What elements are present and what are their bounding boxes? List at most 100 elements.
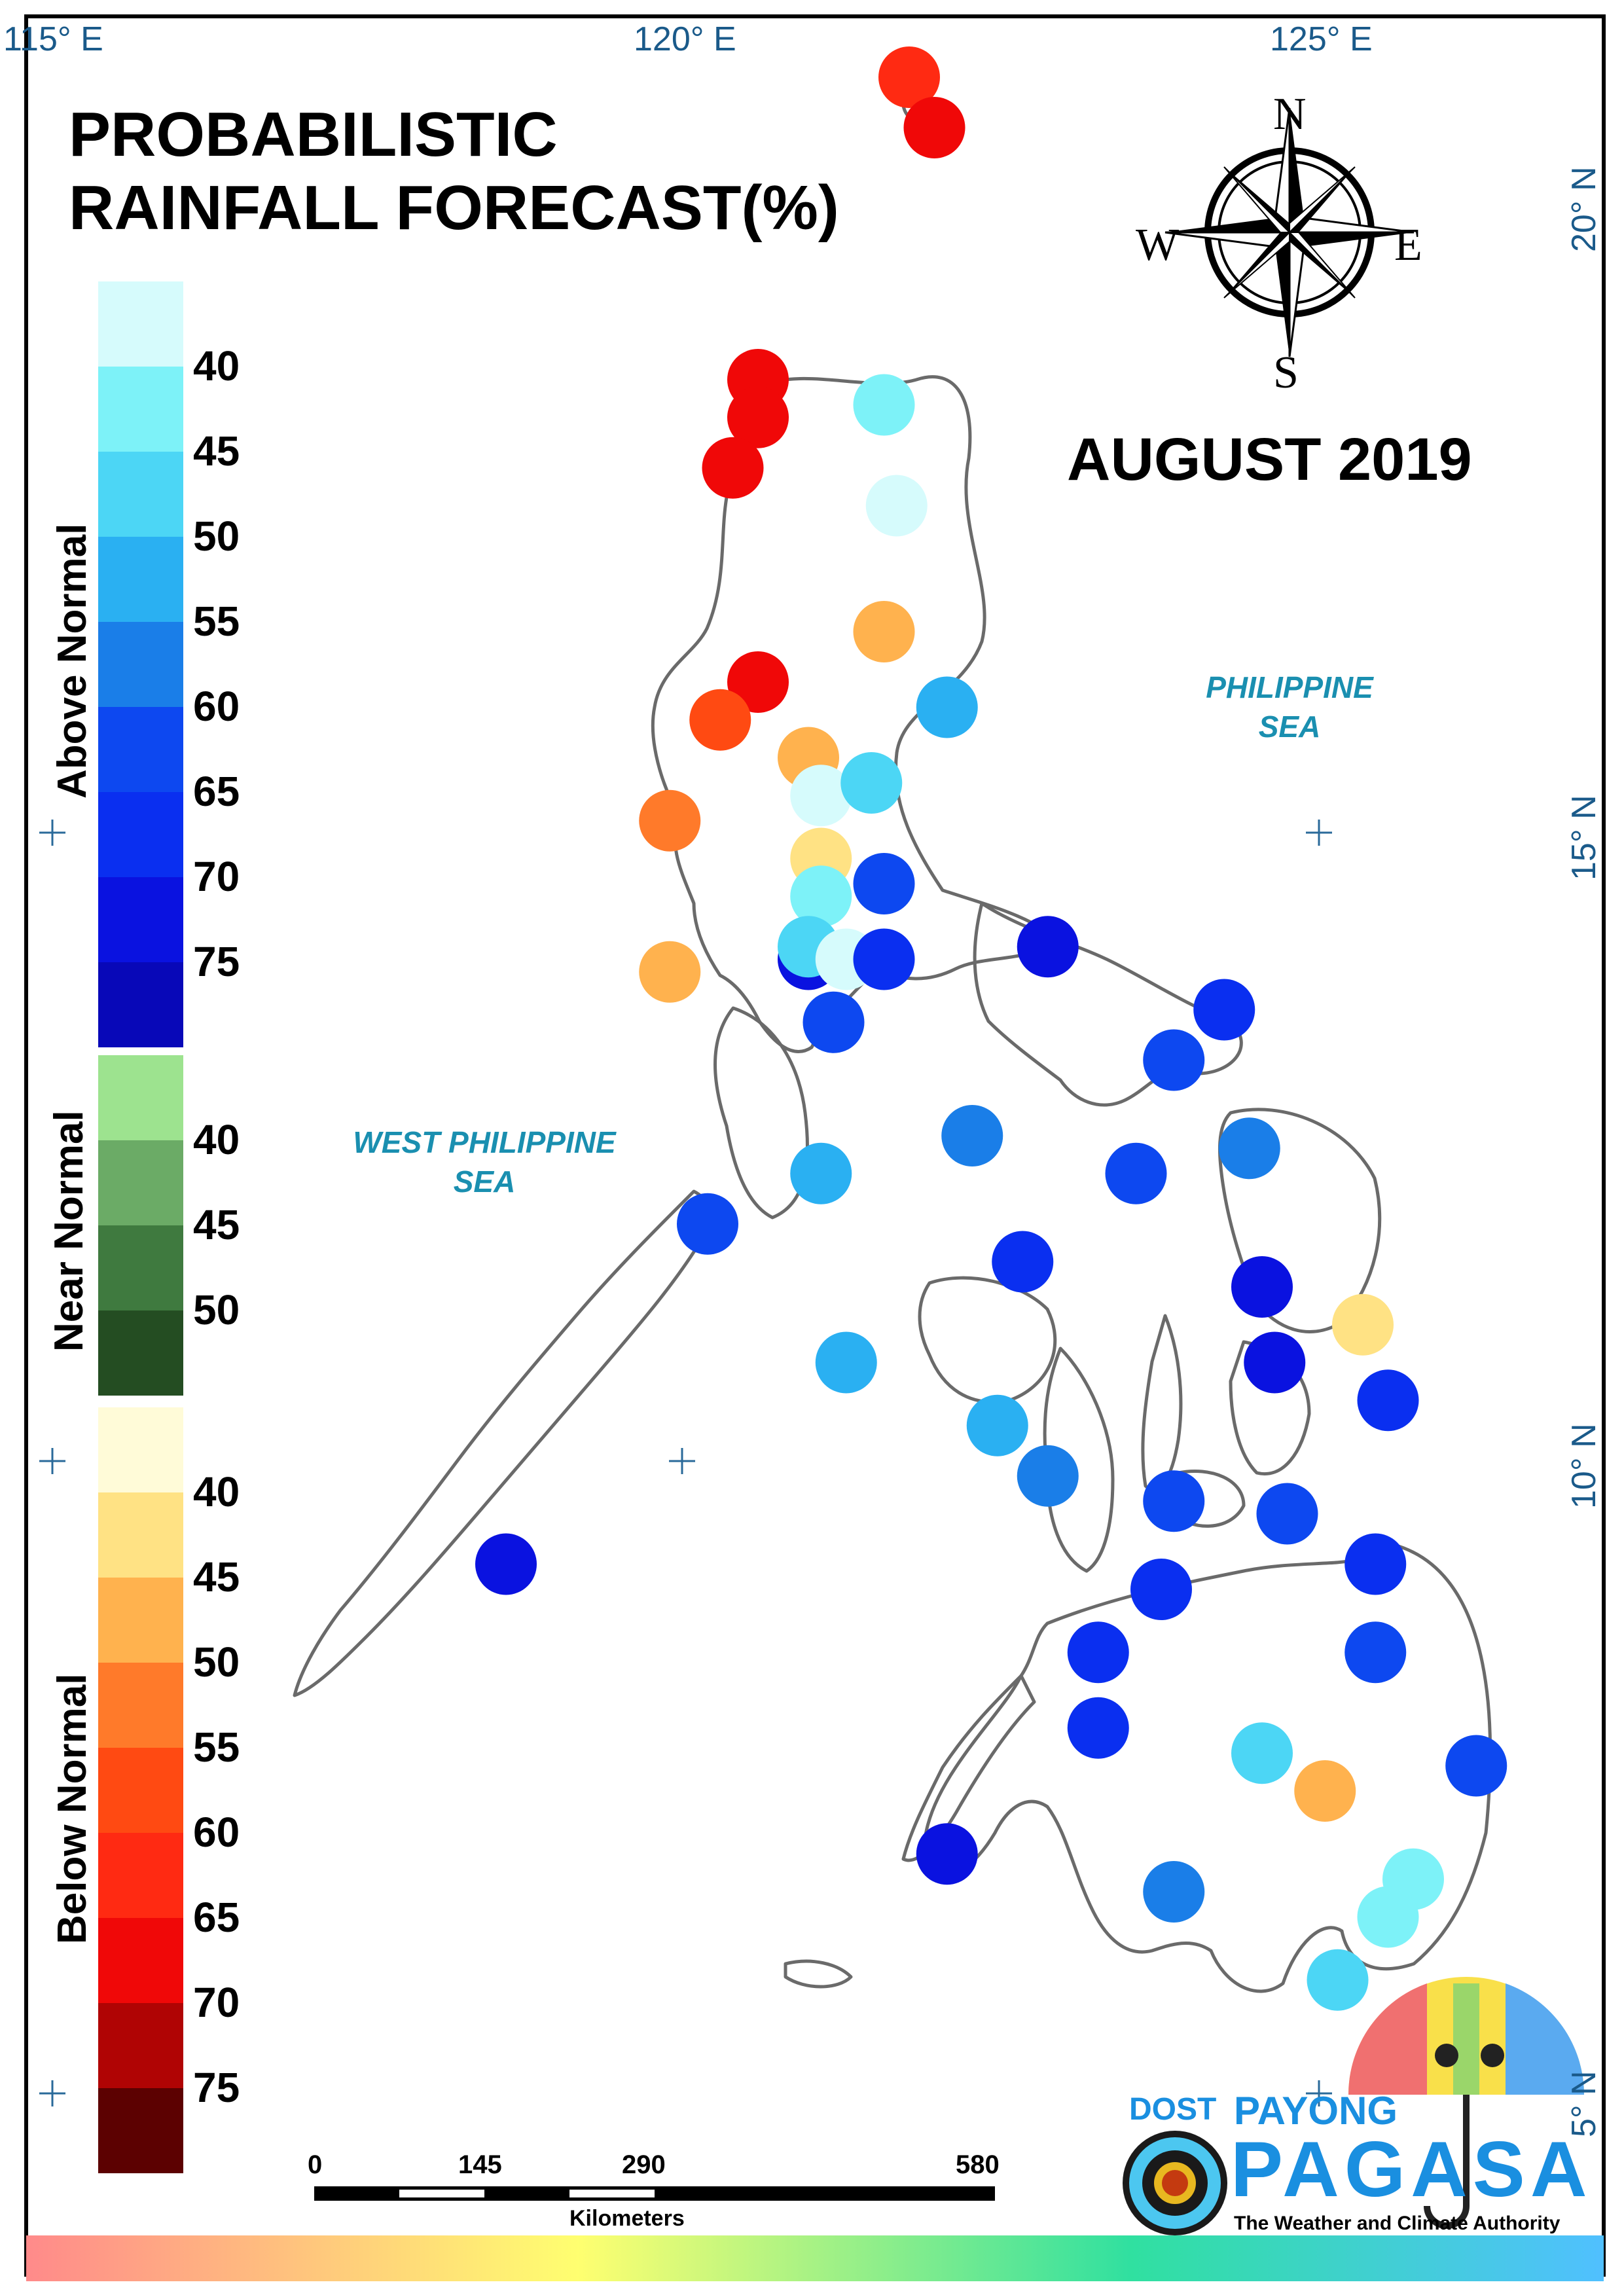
- station-marker: [1344, 1533, 1407, 1595]
- legend-above-swatch: [98, 877, 183, 962]
- station-marker: [639, 789, 701, 852]
- legend-below-tick: 70: [193, 1979, 240, 2026]
- station-marker: [1143, 1861, 1205, 1923]
- legend-near-tick: 50: [193, 1286, 240, 1333]
- west-philippine-sea-label: WEST PHILIPPINE SEA: [353, 1125, 616, 1199]
- legend-below-swatch: [98, 1918, 183, 2003]
- legend-below-swatch: [98, 1748, 183, 1833]
- legend-near-swatch: [98, 1310, 183, 1396]
- negros-outline: [1043, 1346, 1115, 1573]
- station-marker: [1256, 1483, 1318, 1545]
- station-marker: [1332, 1293, 1394, 1356]
- legend-below-swatch: [98, 1407, 183, 1492]
- station-marker: [853, 374, 915, 436]
- lon-label-125: 125° E: [1270, 20, 1373, 58]
- legend-above-tick: 75: [193, 938, 240, 985]
- samar-outline: [1218, 1108, 1382, 1333]
- station-marker: [1231, 1722, 1293, 1784]
- map-title: PROBABILISTIC RAINFALL FORECAST(%): [69, 98, 839, 245]
- scale-unit-label: Kilometers: [569, 2206, 685, 2231]
- lon-label-120: 120° E: [634, 20, 736, 58]
- legend-below-tick: 50: [193, 1638, 240, 1686]
- pagasa-seal-icon: [1123, 2131, 1227, 2235]
- station-marker: [1067, 1697, 1129, 1759]
- legend-below-swatch: [98, 1663, 183, 1748]
- legend-below-tick: 65: [193, 1894, 240, 1941]
- title-line-1: PROBABILISTIC: [69, 99, 558, 170]
- station-marker: [677, 1193, 738, 1255]
- sulu-outline: [784, 1959, 853, 1989]
- legend-below-swatch: [98, 2088, 183, 2173]
- station-marker: [1244, 1331, 1306, 1394]
- legend-below-swatch: [98, 1833, 183, 1918]
- station-marker: [1105, 1142, 1167, 1204]
- legend-near-tick: 40: [193, 1116, 240, 1163]
- station-marker: [1017, 916, 1079, 978]
- legend-near-tick: 45: [193, 1201, 240, 1248]
- rainbow-strip: [26, 2235, 1604, 2281]
- legend-above-swatch: [98, 792, 183, 877]
- legend-above-tick: 65: [193, 768, 240, 815]
- compass-n: N: [1273, 89, 1307, 139]
- scale-label-290: 290: [622, 2150, 666, 2179]
- legend-below-tick: 75: [193, 2064, 240, 2111]
- station-marker: [639, 941, 701, 1003]
- station-marker: [853, 928, 915, 990]
- dost-label: DOST: [1129, 2092, 1217, 2127]
- legend-above-tick: 45: [193, 427, 240, 475]
- legend-near-swatch: [98, 1055, 183, 1140]
- station-marker: [1307, 1949, 1369, 2011]
- station-marker: [903, 97, 965, 158]
- legend-above-swatch: [98, 707, 183, 792]
- legend-below-tick: 55: [193, 1724, 240, 1771]
- station-marker: [727, 386, 789, 448]
- station-marker: [1017, 1445, 1079, 1507]
- station-marker: [702, 437, 764, 499]
- scale-label-145: 145: [458, 2150, 502, 2179]
- legend-above-label: Above Normal: [50, 523, 95, 799]
- legend-near-swatch: [98, 1225, 183, 1310]
- legend-below-swatch: [98, 1492, 183, 1578]
- station-marker: [916, 1823, 978, 1885]
- compass-e: E: [1394, 220, 1422, 270]
- lat-label-20: 20° N: [1565, 166, 1603, 252]
- station-marker: [1193, 979, 1255, 1041]
- station-marker: [1231, 1256, 1293, 1318]
- pagasa-label: PAGASA: [1231, 2125, 1593, 2213]
- zamboanga-outline: [901, 1674, 1036, 1862]
- compass-w: W: [1136, 220, 1180, 270]
- palawan-outline: [293, 1189, 712, 1697]
- legend-near-normal: [98, 1055, 183, 1396]
- payong-label: PAYONG: [1234, 2089, 1398, 2133]
- legend-above-tick: 60: [193, 683, 240, 730]
- station-marker: [1294, 1760, 1356, 1822]
- station-marker: [689, 689, 751, 751]
- station-marker: [941, 1105, 1003, 1166]
- lat-label-10: 10° N: [1565, 1423, 1603, 1509]
- title-line-2: RAINFALL FORECAST(%): [69, 173, 839, 243]
- legend-above-swatch: [98, 367, 183, 452]
- philippine-sea-label: PHILIPPINE SEA: [1206, 670, 1373, 744]
- umbrella-icon: [1348, 1977, 1585, 2229]
- station-marker: [1357, 1886, 1419, 1948]
- station-marker: [803, 991, 865, 1053]
- forecast-month: AUGUST 2019: [1067, 426, 1472, 493]
- cebu-outline: [1141, 1314, 1183, 1492]
- scale-label-0: 0: [308, 2150, 323, 2179]
- station-marker: [475, 1533, 537, 1595]
- forecast-stations: [475, 46, 1507, 2011]
- legend-above-tick: 55: [193, 598, 240, 645]
- station-marker: [1344, 1621, 1407, 1684]
- legend-above-tick: 40: [193, 342, 240, 389]
- station-marker: [1357, 1369, 1419, 1432]
- station-marker: [916, 676, 978, 738]
- lon-label-115: 115° E: [3, 20, 103, 58]
- legend-below-tick: 45: [193, 1553, 240, 1600]
- compass-rose-icon: [1164, 107, 1415, 357]
- station-marker: [790, 765, 852, 827]
- legend-below-tick: 40: [193, 1468, 240, 1515]
- compass-s: S: [1273, 348, 1299, 398]
- legend-above-swatch: [98, 281, 183, 367]
- landmass: [293, 88, 1492, 1993]
